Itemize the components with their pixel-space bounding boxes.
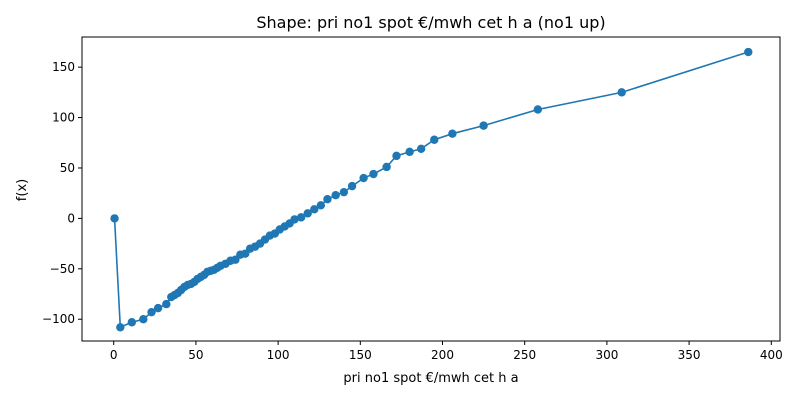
chart-title: Shape: pri no1 spot €/mwh cet h a (no1 u… bbox=[256, 13, 605, 32]
x-axis: 0 50 100 150 200 250 300 350 400 bbox=[110, 341, 783, 362]
data-point bbox=[323, 195, 332, 204]
data-point bbox=[316, 201, 326, 210]
plot-area bbox=[110, 47, 753, 332]
data-point bbox=[369, 169, 378, 179]
x-tick-label: 100 bbox=[267, 348, 290, 362]
data-point bbox=[347, 181, 357, 191]
y-tick-label: 100 bbox=[52, 111, 75, 125]
y-tick-label: 0 bbox=[67, 211, 75, 225]
x-tick-label: 0 bbox=[110, 348, 118, 362]
data-point bbox=[617, 88, 626, 97]
x-axis-label: pri no1 spot €/mwh cet h a bbox=[343, 371, 518, 386]
data-point bbox=[331, 191, 340, 200]
data-point bbox=[405, 147, 414, 157]
y-axis: −100 −50 0 50 100 150 bbox=[42, 60, 82, 326]
data-point bbox=[310, 205, 319, 214]
data-point bbox=[116, 323, 125, 332]
y-tick-label: 50 bbox=[60, 161, 75, 175]
data-point bbox=[430, 135, 439, 144]
data-point bbox=[339, 187, 349, 197]
data-point bbox=[147, 307, 156, 317]
data-point bbox=[290, 215, 299, 224]
plot-frame bbox=[81, 36, 781, 342]
y-tick-label: −50 bbox=[50, 262, 75, 276]
x-tick-label: 250 bbox=[513, 348, 536, 362]
x-tick-label: 50 bbox=[188, 348, 203, 362]
series-line bbox=[113, 51, 749, 329]
data-point bbox=[296, 213, 306, 222]
y-tick-label: −100 bbox=[42, 312, 75, 326]
y-tick-label: 150 bbox=[52, 60, 75, 74]
data-point bbox=[303, 209, 312, 218]
data-point bbox=[359, 173, 368, 183]
data-point bbox=[382, 162, 391, 172]
data-point bbox=[392, 151, 401, 161]
data-point bbox=[479, 121, 488, 130]
data-point bbox=[127, 318, 137, 327]
data-point bbox=[744, 47, 753, 57]
x-tick-label: 200 bbox=[431, 348, 454, 362]
x-tick-label: 300 bbox=[595, 348, 618, 362]
data-point bbox=[533, 105, 543, 114]
x-tick-label: 150 bbox=[349, 348, 372, 362]
data-point bbox=[416, 144, 426, 154]
y-axis-label: f(x) bbox=[15, 179, 30, 201]
data-point bbox=[153, 303, 163, 313]
x-tick-label: 350 bbox=[678, 348, 701, 362]
data-point bbox=[139, 315, 148, 324]
data-point bbox=[110, 214, 119, 223]
x-tick-label: 400 bbox=[760, 348, 783, 362]
data-point bbox=[448, 129, 457, 138]
data-point bbox=[162, 299, 171, 309]
